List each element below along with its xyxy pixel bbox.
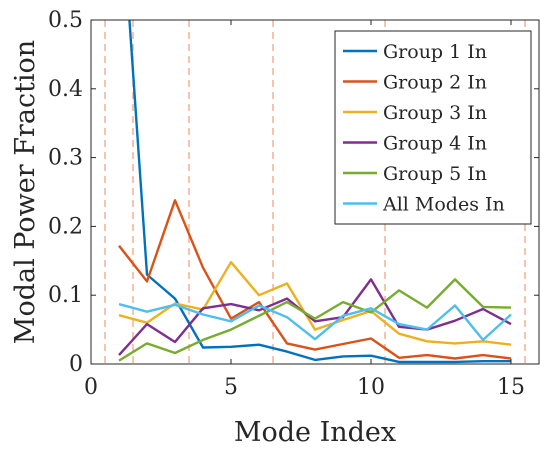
- legend-label-3: Group 3 In: [383, 102, 487, 124]
- y-tick-label: 0.4: [48, 77, 83, 102]
- y-axis-label: Modal Power Fraction: [10, 40, 41, 344]
- x-axis-label: Mode Index: [234, 417, 396, 448]
- y-tick-label: 0.1: [48, 283, 83, 308]
- series-line-1: [128, 20, 511, 364]
- legend-label-1: Group 1 In: [383, 41, 487, 63]
- y-tick-label: 0: [69, 352, 83, 377]
- plot-frame: [90, 19, 540, 365]
- legend-label-5: Group 5 In: [383, 163, 487, 185]
- tick-labels: 0 5 10 15 0 0.1 0.2 0.3 0.4 0.5: [48, 8, 525, 400]
- series-line-5: [118, 278, 512, 362]
- legend: Group 1 In Group 2 In Group 3 In Group 4 In…: [334, 30, 532, 225]
- y-tick-label: 0.3: [48, 146, 83, 171]
- legend-label-2: Group 2 In: [383, 72, 487, 94]
- x-tick-label: 5: [224, 375, 238, 400]
- series-lines: [118, 20, 512, 364]
- y-tick-label: 0.2: [48, 214, 83, 239]
- series-line-3: [118, 261, 512, 346]
- x-tick-label: 15: [497, 375, 525, 400]
- series-line-2: [118, 199, 512, 360]
- series-line-6: [118, 302, 512, 342]
- legend-label-4: Group 4 In: [383, 133, 487, 155]
- x-tick-label: 10: [357, 375, 385, 400]
- axes: [90, 19, 540, 365]
- x-tick-label: 0: [84, 375, 98, 400]
- legend-box: [334, 30, 532, 225]
- series-line-4: [118, 278, 512, 356]
- legend-label-6: All Modes In: [382, 194, 505, 216]
- y-tick-label: 0.5: [48, 8, 83, 33]
